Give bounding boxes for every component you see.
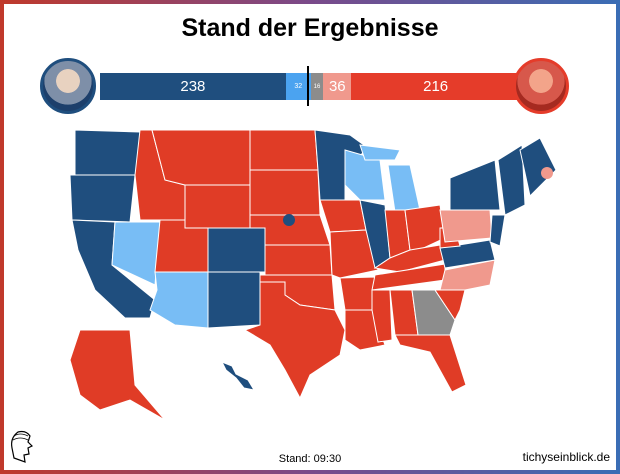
bar-segment-undecided: 16 (310, 73, 324, 100)
site-link[interactable]: tichyseinblick.de (522, 450, 610, 464)
page-title: Stand der Ergebnisse (181, 14, 439, 42)
border-left (0, 0, 4, 474)
state-nd (249, 129, 319, 171)
state-mi (387, 164, 421, 213)
state-ia (319, 199, 367, 233)
border-right (616, 0, 620, 474)
state-hi (220, 361, 256, 391)
state-me (519, 137, 557, 198)
state-mo (329, 229, 379, 279)
state-ny (449, 159, 501, 211)
state-az (149, 271, 209, 329)
state-fl (394, 334, 467, 393)
state-pa (439, 209, 493, 243)
district-ne2 (283, 214, 295, 226)
border-bottom (0, 470, 620, 474)
trump-avatar (513, 58, 569, 114)
state-nv (111, 221, 161, 286)
majority-line (307, 66, 309, 106)
state-oh (404, 204, 446, 253)
border-top (0, 0, 620, 4)
timestamp: Stand: 09:30 (278, 453, 342, 465)
district-me2 (541, 167, 553, 179)
bar-segment-trump-secure: 216 (351, 73, 520, 100)
state-wa (74, 129, 141, 176)
state-ms (371, 289, 393, 343)
state-mt (151, 129, 251, 186)
state-sd (249, 169, 321, 216)
state-tx (243, 281, 346, 400)
state-wy (184, 184, 251, 229)
state-miu (359, 144, 401, 161)
electoral-vote-bar: 238 32 16 36 216 (100, 73, 520, 100)
state-co (207, 227, 266, 273)
state-ga (411, 289, 456, 336)
bar-segment-trump-leaning: 36 (323, 73, 352, 100)
state-ak (69, 329, 166, 421)
state-ar (339, 276, 376, 311)
bar-segment-biden-leaning: 32 (285, 73, 311, 100)
logo-head-icon (11, 430, 34, 463)
state-mid (489, 214, 506, 247)
state-ne_reg (497, 144, 526, 216)
biden-avatar (40, 58, 96, 114)
state-ut (154, 219, 209, 273)
bar-segment-biden-secure: 238 (100, 73, 286, 100)
state-or (69, 174, 136, 223)
state-nm (207, 271, 261, 329)
state-ks (264, 244, 333, 276)
